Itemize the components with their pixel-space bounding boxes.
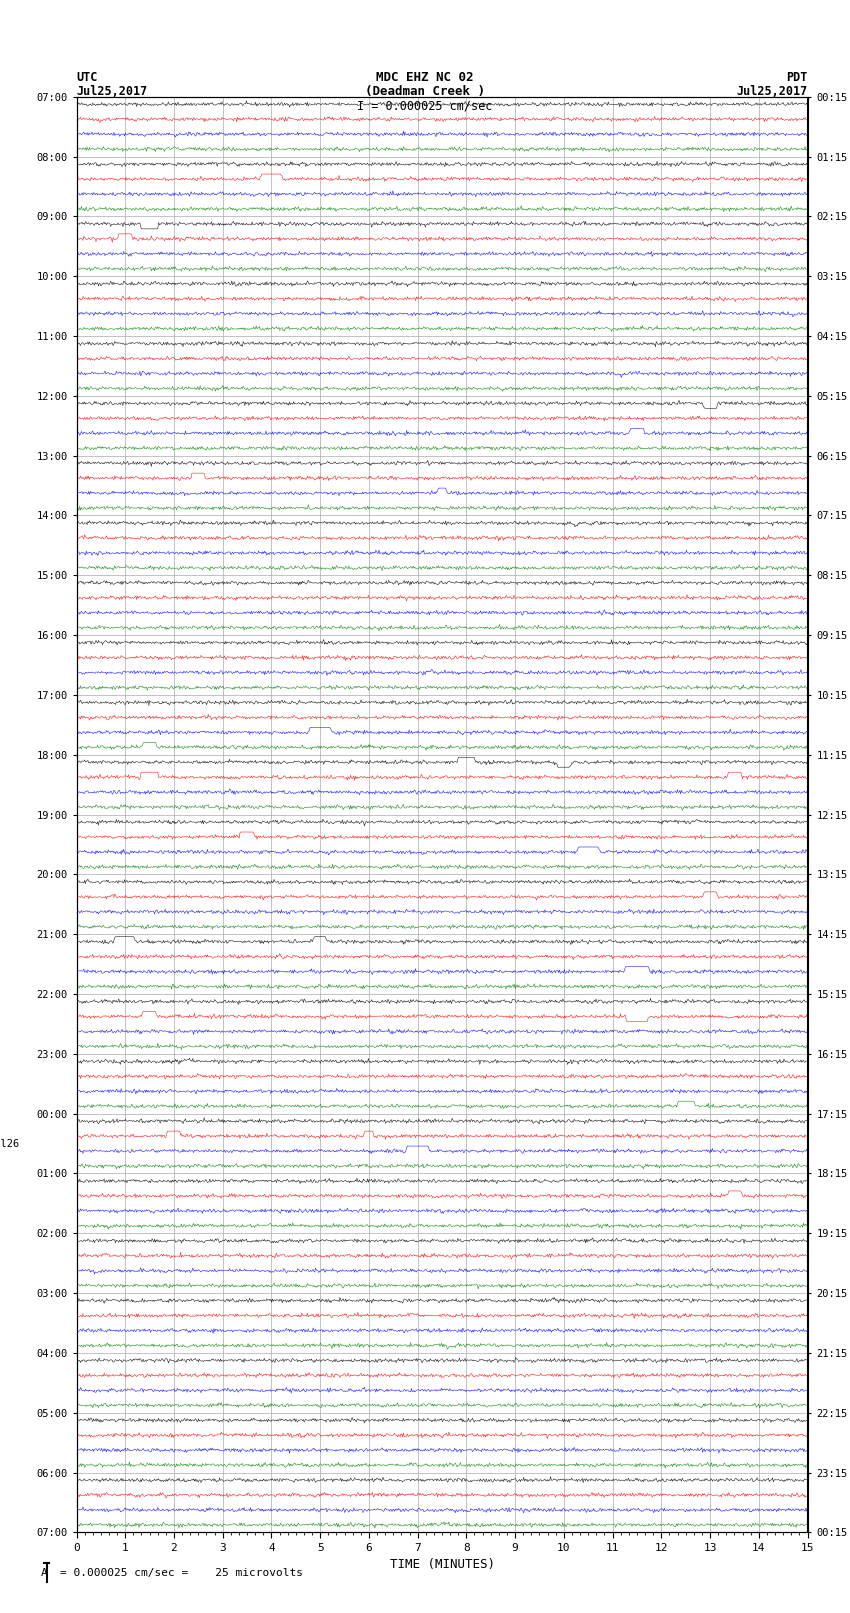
Text: I = 0.000025 cm/sec: I = 0.000025 cm/sec <box>357 100 493 113</box>
Text: = 0.000025 cm/sec =    25 microvolts: = 0.000025 cm/sec = 25 microvolts <box>60 1568 303 1578</box>
Text: Jul25,2017: Jul25,2017 <box>736 85 808 98</box>
Text: Jul26: Jul26 <box>0 1139 20 1148</box>
X-axis label: TIME (MINUTES): TIME (MINUTES) <box>389 1558 495 1571</box>
Text: A: A <box>41 1568 48 1578</box>
Text: (Deadman Creek ): (Deadman Creek ) <box>365 85 485 98</box>
Text: MDC EHZ NC 02: MDC EHZ NC 02 <box>377 71 473 84</box>
Text: Jul25,2017: Jul25,2017 <box>76 85 148 98</box>
Text: PDT: PDT <box>786 71 807 84</box>
Text: UTC: UTC <box>76 71 98 84</box>
